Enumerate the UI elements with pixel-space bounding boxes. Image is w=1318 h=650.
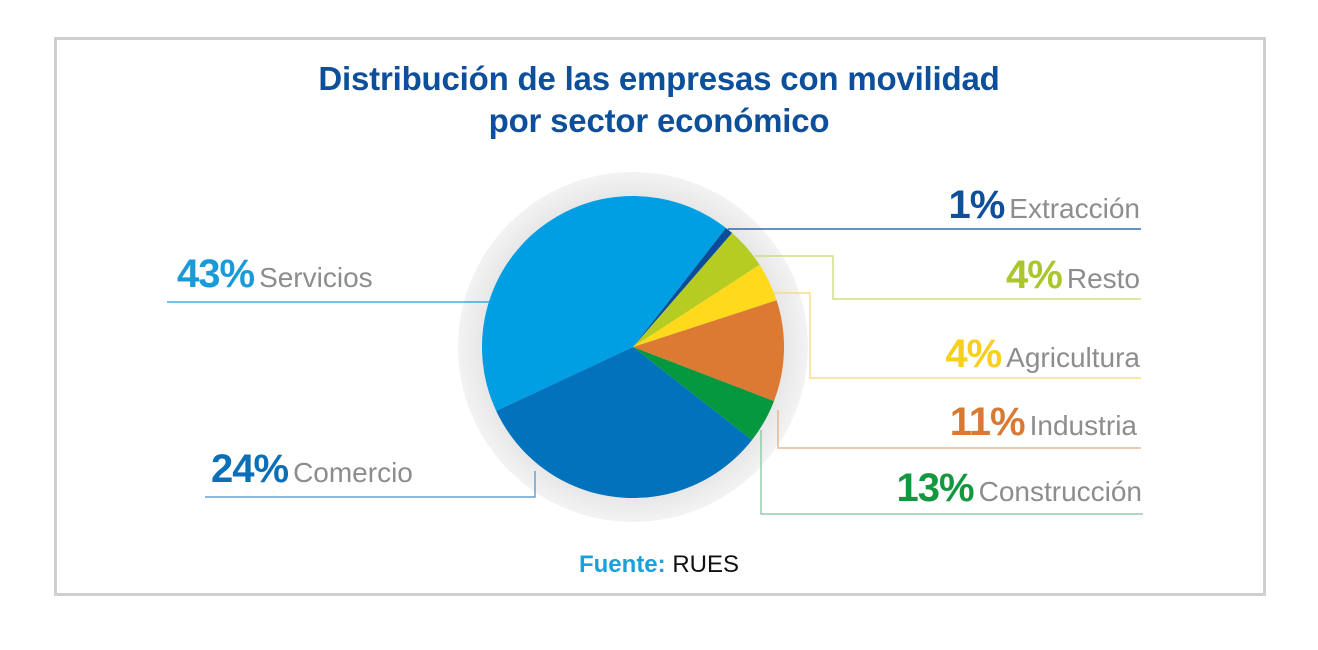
label-agricultura: 4% Agricultura (945, 332, 1140, 377)
chart-title-line-1: Distribución de las empresas con movilid… (318, 60, 1000, 97)
slice-agricultura (633, 264, 777, 347)
label-agricultura-name: Agricultura (1006, 342, 1140, 373)
label-comercio-pct: 24% (211, 447, 289, 491)
source-value: RUES (672, 551, 740, 578)
leader-comercio (205, 471, 536, 498)
label-resto-name: Resto (1066, 263, 1140, 294)
leader-industria (777, 410, 1141, 449)
label-industria: 11% Industria (950, 400, 1137, 445)
slice-extraccion (633, 228, 733, 347)
leader-construccion (760, 430, 1143, 515)
label-servicios: 43% Servicios (177, 252, 373, 297)
label-resto-pct: 4% (1006, 253, 1063, 297)
slice-industria (633, 300, 785, 402)
label-comercio-name: Comercio (293, 457, 413, 488)
slice-construccion (633, 347, 774, 440)
chart-title: Distribución de las empresas con movilid… (0, 58, 1318, 142)
source-note: Fuente: RUES (0, 551, 1318, 579)
label-resto: 4% Resto (1006, 253, 1140, 298)
slice-servicios (481, 195, 726, 411)
label-extraccion-pct: 1% (948, 183, 1005, 227)
label-agricultura-pct: 4% (945, 332, 1002, 376)
leader-resto (755, 255, 1141, 300)
label-servicios-pct: 43% (177, 252, 255, 296)
label-extraccion: 1% Extracción (948, 183, 1140, 228)
label-construccion-name: Construcción (978, 476, 1142, 507)
slice-comercio (496, 347, 752, 499)
chart-title-line-2: por sector económico (488, 102, 830, 139)
label-construccion: 13% Construcción (897, 466, 1142, 511)
label-comercio: 24% Comercio (211, 447, 413, 492)
label-industria-name: Industria (1029, 410, 1137, 441)
leader-agricultura (773, 292, 1141, 379)
label-industria-pct: 11% (949, 400, 1026, 444)
source-key: Fuente: (578, 551, 666, 578)
label-construccion-pct: 13% (896, 466, 975, 510)
slice-resto (633, 233, 760, 347)
label-extraccion-name: Extracción (1009, 193, 1140, 224)
label-servicios-name: Servicios (259, 262, 373, 293)
